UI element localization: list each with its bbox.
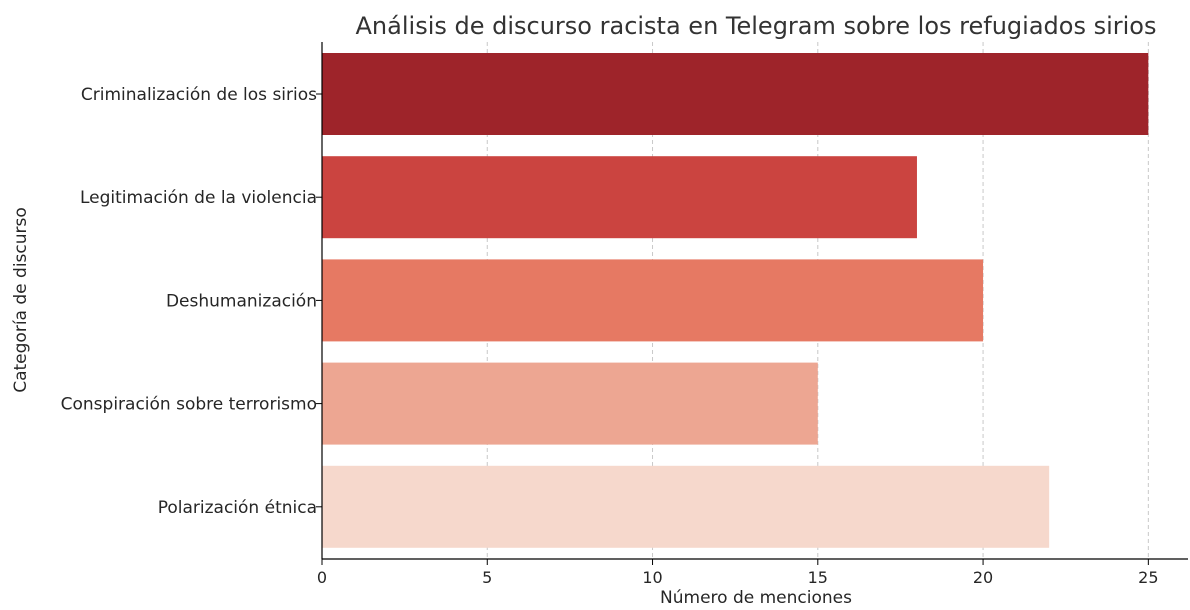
category-label: Conspiración sobre terrorismo [61,395,317,415]
x-tick-label: 15 [808,568,828,587]
category-labels: Criminalización de los sirios Legitimació… [61,85,322,518]
bar [322,156,917,239]
x-axis-ticks: 0 5 10 15 20 25 [317,559,1159,587]
category-label: Criminalización de los sirios [81,85,317,105]
y-axis-title: Categoría de discurso [11,207,31,393]
x-tick-label: 25 [1138,568,1158,587]
x-tick-label: 20 [973,568,993,587]
bar [322,53,1149,135]
x-axis-title: Número de menciones [660,588,852,606]
category-label: Polarización étnica [158,498,317,518]
bar [322,465,1050,548]
x-tick-label: 0 [317,568,327,587]
x-tick-label: 5 [482,568,492,587]
bar [322,259,984,342]
category-label: Legitimación de la violencia [80,188,317,208]
x-tick-label: 10 [642,568,662,587]
chart-title: Análisis de discurso racista en Telegram… [356,12,1157,40]
category-label: Deshumanización [166,291,317,311]
bar [322,362,818,445]
bars [322,53,1149,548]
